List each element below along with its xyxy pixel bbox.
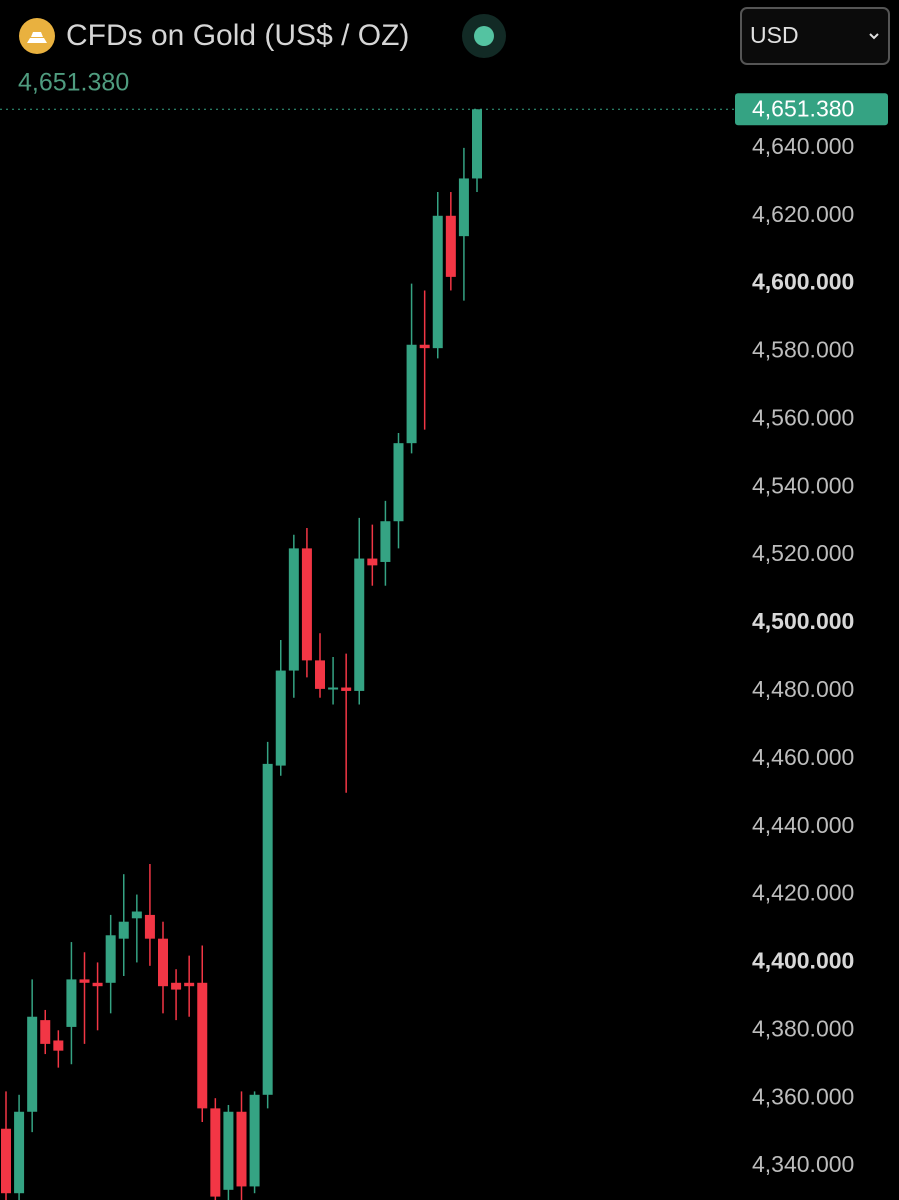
- candle-body: [472, 109, 482, 179]
- candle-body: [262, 763, 273, 1095]
- y-tick-label: 4,580.000: [752, 337, 854, 363]
- y-tick-label: 4,380.000: [752, 1015, 854, 1041]
- y-tick-label: 4,560.000: [752, 404, 854, 430]
- dropdown-chevron[interactable]: [869, 33, 879, 40]
- candle-body: [210, 1108, 221, 1197]
- candle-body: [275, 670, 286, 766]
- candle-body: [144, 914, 155, 939]
- candle-body: [432, 215, 443, 349]
- y-tick-label: 4,460.000: [752, 744, 854, 770]
- candle-body: [328, 687, 339, 690]
- candle-body: [1, 1128, 11, 1194]
- candle-body: [79, 979, 90, 983]
- candle-body: [341, 687, 352, 691]
- candle-body: [458, 178, 469, 237]
- candle-body: [367, 558, 378, 566]
- candle-body: [354, 558, 365, 691]
- y-tick-label: 4,340.000: [752, 1151, 854, 1177]
- y-tick-label: 4,620.000: [752, 201, 854, 227]
- y-tick-label: 4,640.000: [752, 133, 854, 159]
- candle-body: [223, 1111, 234, 1190]
- candle-body: [131, 911, 142, 919]
- y-tick-label: 4,600.000: [752, 269, 854, 295]
- candle-body: [380, 521, 391, 562]
- candle-body: [53, 1040, 64, 1051]
- y-tick-label: 4,440.000: [752, 812, 854, 838]
- y-tick-label: 4,420.000: [752, 880, 854, 906]
- candle-body: [14, 1111, 25, 1194]
- y-tick-label: 4,400.000: [752, 948, 854, 974]
- candle-body: [301, 548, 312, 661]
- candle-body: [197, 982, 208, 1109]
- gold-bars: [27, 32, 47, 43]
- chart-title: CFDs on Gold (US$ / OZ): [66, 19, 409, 52]
- candle-body: [249, 1094, 260, 1187]
- candle-body: [445, 215, 456, 277]
- y-tick-label: 4,480.000: [752, 676, 854, 702]
- status-dot: [474, 26, 494, 46]
- candle-body: [66, 979, 77, 1027]
- last-price-badge: [735, 93, 888, 126]
- y-tick-label: 4,500.000: [752, 608, 854, 634]
- candle-body: [184, 982, 195, 987]
- currency-dropdown[interactable]: [740, 7, 890, 65]
- candle-body: [118, 921, 129, 939]
- last-price-label: 4,651.380: [752, 95, 854, 121]
- y-tick-label: 4,360.000: [752, 1083, 854, 1109]
- header-price: 4,651.380: [18, 69, 129, 97]
- candle-body: [236, 1111, 247, 1187]
- candle-body: [406, 344, 417, 444]
- candle-body: [105, 935, 116, 983]
- candle-body: [171, 982, 182, 990]
- candle-body: [27, 1016, 38, 1112]
- y-tick-label: 4,520.000: [752, 540, 854, 566]
- candle-body: [158, 938, 168, 987]
- currency-label[interactable]: USD: [750, 22, 799, 48]
- candle-body: [288, 548, 299, 671]
- candle-body: [315, 660, 325, 689]
- candle-body: [92, 982, 103, 987]
- candle-body: [393, 443, 404, 522]
- candle-body: [419, 344, 430, 349]
- candle-body: [40, 1020, 51, 1044]
- y-tick-label: 4,540.000: [752, 472, 854, 498]
